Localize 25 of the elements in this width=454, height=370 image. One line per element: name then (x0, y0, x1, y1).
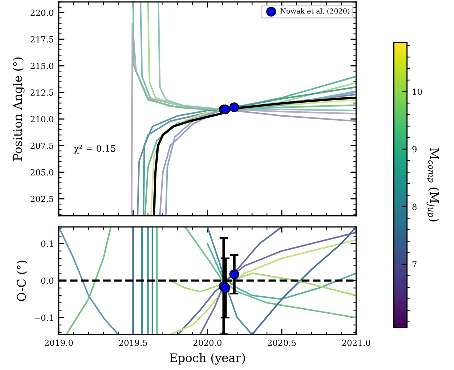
x-tick-label: 2020.5 (268, 340, 296, 346)
y-axis-title: O-C (°) (16, 260, 28, 302)
y-tick-label: −0.1 (34, 314, 53, 322)
x-axis-title: Epoch (year) (170, 353, 246, 365)
x-tick-label: 2019.0 (45, 340, 74, 346)
color-bar-label: 8 (412, 204, 417, 210)
y-tick-label: 210.0 (30, 116, 54, 123)
y-tick-label: 202.5 (30, 196, 54, 202)
y-axis-title: Position Angle (°) (13, 58, 25, 161)
y-tick-label: 215.0 (30, 63, 54, 70)
color-bar-label: 7 (412, 262, 417, 268)
y-tick-label: 217.5 (30, 36, 54, 43)
x-tick-label: 2019.5 (119, 340, 148, 346)
x-tick-label: 2021.0 (342, 340, 370, 346)
color-bar-label: 9 (412, 146, 417, 153)
annotation: χ² = 0.15 (74, 145, 116, 154)
y-tick-label: 207.5 (30, 142, 54, 150)
y-tick-label: 220.0 (30, 10, 54, 16)
x-tick-label: 2020.0 (194, 340, 222, 346)
y-tick-label: 205.0 (30, 169, 54, 176)
y-tick-label: 0.1 (41, 240, 53, 248)
color-bar-title: M$_{comp}$ (M$_{Jup}$) (426, 148, 440, 222)
y-tick-label: 0.0 (41, 278, 54, 284)
y-tick-label: 212.5 (30, 90, 54, 96)
color-bar-label: 10 (413, 88, 422, 96)
